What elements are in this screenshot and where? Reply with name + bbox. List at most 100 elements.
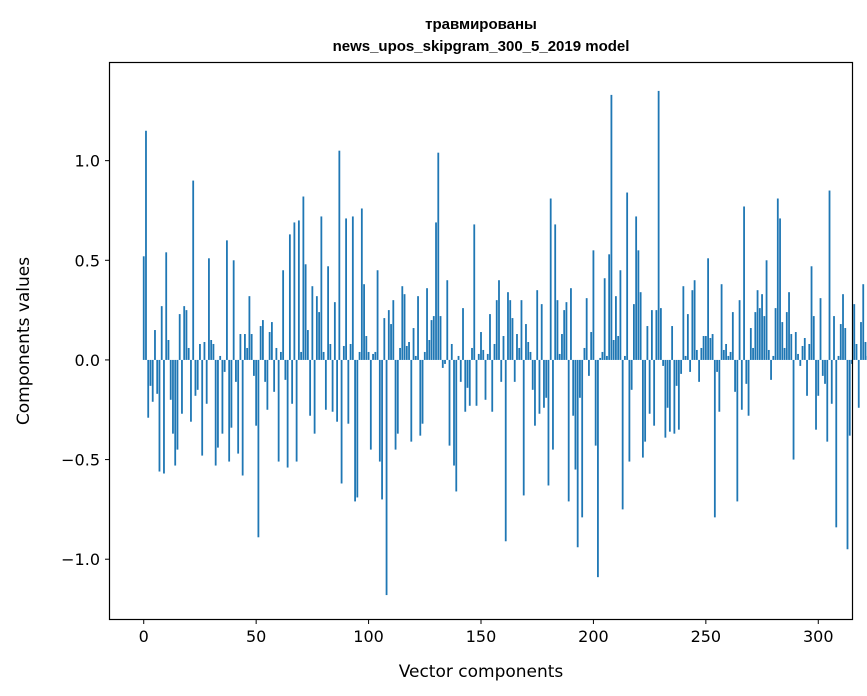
bar bbox=[716, 359, 718, 372]
bar bbox=[221, 359, 224, 434]
bar bbox=[367, 351, 370, 360]
bar bbox=[781, 322, 784, 360]
bar bbox=[671, 326, 674, 360]
bar bbox=[183, 306, 186, 360]
bar bbox=[504, 359, 507, 542]
bar bbox=[615, 296, 617, 360]
bar bbox=[824, 359, 826, 384]
bar bbox=[306, 330, 309, 360]
bar bbox=[383, 318, 386, 360]
bar bbox=[635, 216, 638, 360]
bar bbox=[340, 359, 343, 484]
bar bbox=[689, 359, 692, 372]
bar bbox=[579, 359, 581, 398]
bar bbox=[455, 359, 458, 492]
bar bbox=[833, 316, 835, 360]
bar bbox=[165, 252, 168, 360]
bar bbox=[779, 218, 781, 360]
bar bbox=[412, 328, 415, 360]
bar bbox=[331, 359, 334, 412]
bar bbox=[486, 353, 489, 360]
bar bbox=[297, 220, 300, 360]
bar bbox=[160, 306, 163, 360]
bar bbox=[477, 353, 480, 360]
bar bbox=[601, 351, 604, 360]
bar bbox=[612, 340, 615, 360]
bar bbox=[718, 359, 721, 412]
bar bbox=[675, 359, 678, 386]
bar bbox=[799, 359, 802, 366]
bar bbox=[529, 351, 532, 360]
bar bbox=[808, 343, 811, 360]
bar bbox=[147, 359, 150, 418]
bar bbox=[608, 254, 611, 360]
bar bbox=[349, 343, 352, 360]
bar bbox=[538, 359, 541, 414]
bar bbox=[522, 359, 525, 496]
bar bbox=[327, 266, 329, 360]
bar bbox=[270, 322, 273, 360]
bar bbox=[653, 359, 656, 426]
bar bbox=[812, 316, 815, 360]
bar bbox=[633, 304, 635, 360]
bar bbox=[803, 338, 806, 360]
bar bbox=[509, 300, 512, 360]
bar bbox=[309, 359, 312, 416]
bar bbox=[617, 336, 620, 360]
bar bbox=[167, 340, 170, 360]
bar bbox=[747, 359, 750, 416]
bar bbox=[347, 359, 350, 424]
bar bbox=[145, 130, 147, 360]
bar bbox=[403, 294, 406, 360]
bar bbox=[230, 359, 233, 428]
bar bbox=[680, 359, 683, 374]
bar bbox=[774, 308, 777, 360]
bar bbox=[304, 264, 307, 360]
bar bbox=[473, 224, 476, 360]
bar bbox=[378, 359, 381, 462]
bar bbox=[199, 343, 201, 360]
bar bbox=[300, 351, 303, 360]
x-tick-label: 150 bbox=[466, 627, 497, 646]
bar bbox=[244, 334, 246, 360]
bar bbox=[205, 359, 208, 404]
bar bbox=[549, 198, 552, 360]
bar bbox=[311, 286, 314, 360]
bar bbox=[190, 359, 192, 422]
bar bbox=[513, 359, 516, 382]
x-tick-label: 300 bbox=[803, 627, 834, 646]
bar bbox=[295, 359, 298, 462]
bar bbox=[423, 351, 426, 360]
bar bbox=[693, 280, 696, 360]
bar bbox=[641, 359, 644, 458]
bar bbox=[558, 353, 561, 360]
bar bbox=[246, 347, 249, 360]
bar bbox=[457, 355, 460, 360]
bar bbox=[857, 359, 860, 408]
bar bbox=[345, 218, 347, 360]
bar bbox=[385, 359, 388, 596]
bar bbox=[720, 284, 723, 360]
bar bbox=[626, 192, 629, 360]
bar bbox=[262, 320, 264, 360]
bar bbox=[329, 343, 332, 360]
bar bbox=[691, 290, 694, 360]
bar bbox=[574, 359, 577, 470]
bar bbox=[257, 359, 260, 538]
bar bbox=[650, 310, 653, 360]
bar bbox=[540, 304, 543, 360]
bar bbox=[419, 359, 422, 436]
bar bbox=[498, 280, 500, 360]
bar bbox=[547, 359, 550, 486]
bar bbox=[264, 359, 267, 382]
bar bbox=[630, 359, 633, 390]
bar bbox=[489, 314, 491, 360]
bar bbox=[288, 234, 291, 360]
bar bbox=[657, 90, 660, 360]
bar bbox=[399, 347, 401, 360]
bar bbox=[772, 355, 775, 360]
bar bbox=[237, 359, 240, 454]
bar bbox=[684, 355, 687, 360]
bar bbox=[475, 359, 478, 406]
bar bbox=[707, 258, 709, 360]
